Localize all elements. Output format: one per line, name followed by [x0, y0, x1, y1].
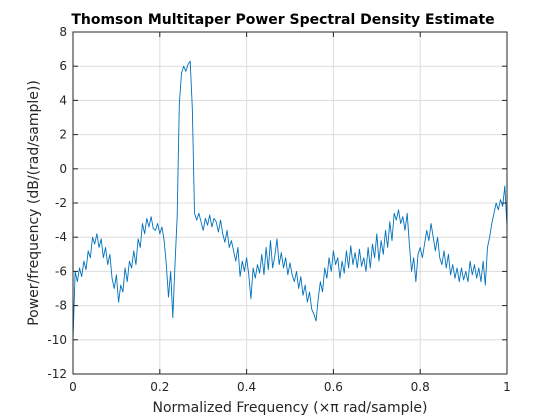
- y-tick-label: -8: [55, 299, 67, 313]
- y-tick-label: -6: [55, 264, 67, 278]
- y-tick-label: -12: [47, 367, 67, 381]
- x-axis-label: Normalized Frequency (×π rad/sample): [153, 400, 428, 416]
- x-tick-label: 0.6: [324, 380, 343, 394]
- x-tick-label: 0.2: [150, 380, 169, 394]
- y-tick-label: 8: [59, 25, 67, 39]
- chart-title: Thomson Multitaper Power Spectral Densit…: [71, 12, 494, 28]
- tick-labels: 0 0.2 0.4 0.6 0.8 1 -12 -10 -8 -6 -4 -2 0 2 4 6 8: [47, 25, 510, 394]
- ticks: [72, 31, 508, 375]
- y-tick-label: -2: [55, 196, 67, 210]
- y-tick-label: -10: [47, 333, 67, 347]
- x-tick-label: 1: [503, 380, 511, 394]
- y-tick-label: -4: [55, 230, 67, 244]
- x-tick-label: 0.8: [411, 380, 430, 394]
- y-axis-label: Power/frequency (dB/(rad/sample)): [26, 80, 42, 326]
- y-tick-label: 0: [59, 162, 67, 176]
- y-tick-label: 6: [59, 59, 67, 73]
- y-tick-label: 4: [59, 93, 67, 107]
- x-tick-label: 0: [69, 380, 77, 394]
- series-layer: [72, 60, 508, 340]
- x-tick-label: 0.4: [237, 380, 256, 394]
- y-tick-label: 2: [59, 128, 67, 142]
- psd-series-line: [72, 60, 508, 340]
